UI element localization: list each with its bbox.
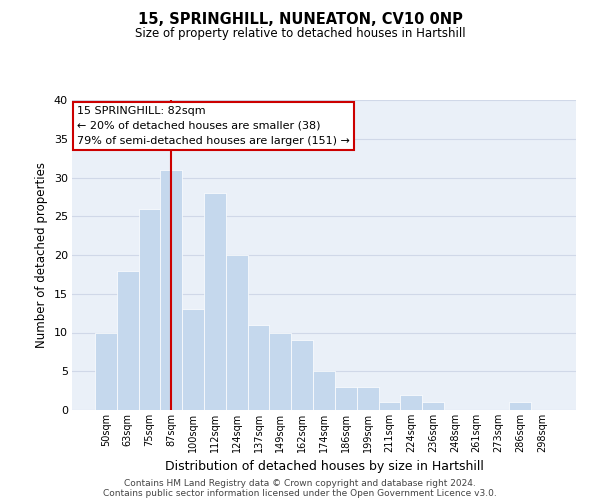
Text: Contains public sector information licensed under the Open Government Licence v3: Contains public sector information licen… bbox=[103, 488, 497, 498]
Bar bbox=[269, 332, 291, 410]
Text: Contains HM Land Registry data © Crown copyright and database right 2024.: Contains HM Land Registry data © Crown c… bbox=[124, 478, 476, 488]
Bar bbox=[160, 170, 182, 410]
Text: 15 SPRINGHILL: 82sqm
← 20% of detached houses are smaller (38)
79% of semi-detac: 15 SPRINGHILL: 82sqm ← 20% of detached h… bbox=[77, 106, 350, 146]
Text: 15, SPRINGHILL, NUNEATON, CV10 0NP: 15, SPRINGHILL, NUNEATON, CV10 0NP bbox=[137, 12, 463, 28]
Y-axis label: Number of detached properties: Number of detached properties bbox=[35, 162, 48, 348]
Bar bbox=[182, 309, 204, 410]
Bar bbox=[400, 394, 422, 410]
Text: Size of property relative to detached houses in Hartshill: Size of property relative to detached ho… bbox=[134, 28, 466, 40]
Bar bbox=[291, 340, 313, 410]
Bar bbox=[357, 387, 379, 410]
X-axis label: Distribution of detached houses by size in Hartshill: Distribution of detached houses by size … bbox=[164, 460, 484, 473]
Bar bbox=[379, 402, 400, 410]
Bar bbox=[509, 402, 531, 410]
Bar bbox=[313, 371, 335, 410]
Bar bbox=[139, 208, 160, 410]
Bar bbox=[335, 387, 357, 410]
Bar bbox=[204, 193, 226, 410]
Bar bbox=[226, 255, 248, 410]
Bar bbox=[95, 332, 117, 410]
Bar bbox=[248, 325, 269, 410]
Bar bbox=[422, 402, 444, 410]
Bar bbox=[117, 270, 139, 410]
